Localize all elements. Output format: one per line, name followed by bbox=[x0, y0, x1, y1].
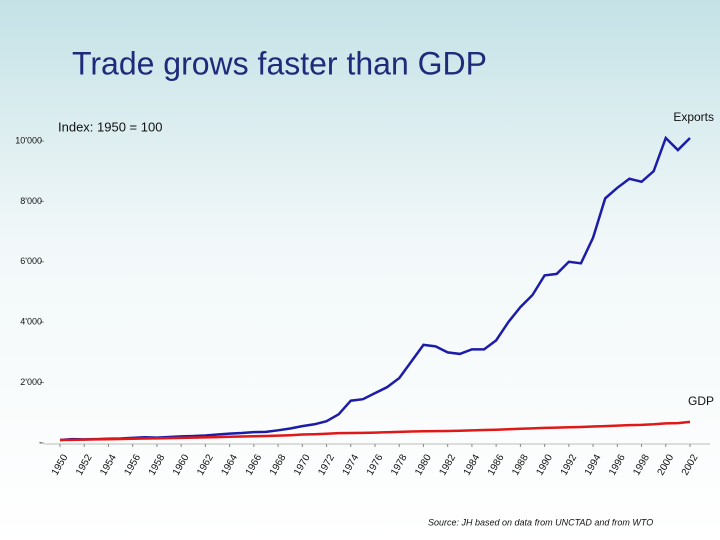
y-tick-label: - bbox=[39, 437, 42, 447]
series-label: Exports bbox=[673, 110, 714, 124]
y-tick-label: 2'000 bbox=[20, 377, 42, 387]
y-tick-label: 8'000 bbox=[20, 196, 42, 206]
chart-title: Trade grows faster than GDP bbox=[72, 45, 487, 81]
series-line bbox=[59, 420, 691, 442]
y-tick-label: 10'000 bbox=[15, 135, 42, 145]
y-tick-label: 4'000 bbox=[20, 317, 42, 327]
source: Source: JH based on data from UNCTAD and… bbox=[428, 517, 653, 527]
y-tick-label: 6'000 bbox=[20, 256, 42, 266]
subtitle: Index: 1950 = 100 bbox=[58, 119, 162, 134]
series-label: GDP bbox=[688, 394, 714, 408]
